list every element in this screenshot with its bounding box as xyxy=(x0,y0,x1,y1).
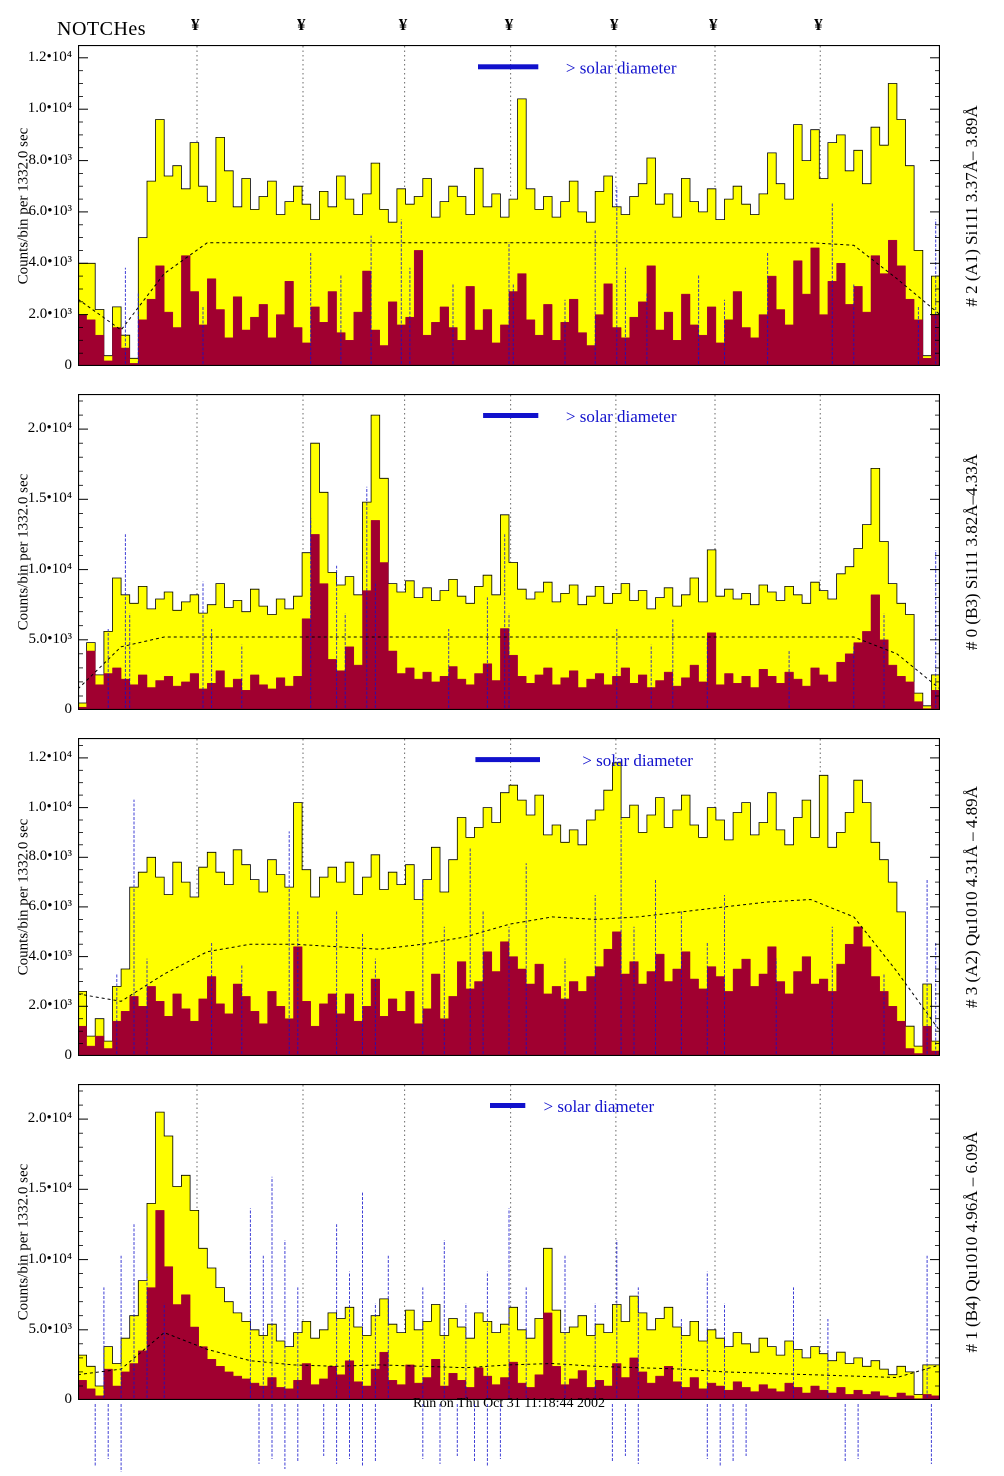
background-counts-histogram xyxy=(78,1210,940,1400)
y-tick-label: 1.2•10⁴ xyxy=(27,748,72,765)
y-tick-label: 4.0•10³ xyxy=(28,254,73,271)
y-tick-label: 2.0•10⁴ xyxy=(27,1110,72,1127)
bottom-annotation-strip xyxy=(94,1404,932,1472)
notch-marker-symbol: ¥ xyxy=(504,15,514,34)
y-tick-label: 1.0•10⁴ xyxy=(27,100,72,117)
y-tick-label: 1.5•10⁴ xyxy=(27,490,72,507)
channel-label-panel-1: # 2 (A1) Si111 3.37Å– 3.89Å xyxy=(962,104,981,307)
y-tick-label: 8.0•10³ xyxy=(28,151,73,168)
notch-marker-symbol: ¥ xyxy=(609,15,619,34)
panel-4-plot: > solar diameter xyxy=(78,1084,940,1400)
y-tick-label: 1.0•10⁴ xyxy=(27,560,72,577)
axis-frame xyxy=(78,738,940,1056)
y-tick-label: 5.0•10³ xyxy=(28,630,73,647)
notch-marker-symbol: ¥ xyxy=(709,15,718,34)
axis-frame xyxy=(78,45,940,366)
y-tick-label: 2.0•10⁴ xyxy=(27,420,72,437)
total-counts-histogram xyxy=(78,414,940,710)
channel-label-panel-3: # 3 (A2) Qu1010 4.31Å – 4.89Å xyxy=(962,786,981,1008)
background-counts-histogram xyxy=(78,520,940,710)
y-tick-label: 8.0•10³ xyxy=(28,848,73,865)
solar-diameter-bar xyxy=(475,757,540,763)
panel-2-plot: > solar diameter xyxy=(78,394,940,710)
solar-diameter-bar xyxy=(483,413,539,418)
y-tick-label: 2.0•10³ xyxy=(28,997,73,1014)
notch-marker-symbol: ¥ xyxy=(814,15,823,34)
trend-dashed-line xyxy=(78,898,940,1032)
y-tick-label: 0 xyxy=(64,1047,73,1063)
notch-marker-symbol: ¥ xyxy=(190,15,200,34)
panel-1-plot: > solar diameter xyxy=(78,45,940,366)
notch-marker-symbol: ¥ xyxy=(398,15,408,34)
solar-diameter-bar xyxy=(478,64,539,70)
y-tick-label: 1.0•10⁴ xyxy=(27,1250,72,1267)
y-tick-label: 4.0•10³ xyxy=(28,947,73,964)
y-tick-label: 0 xyxy=(64,1391,73,1407)
solar-diameter-bar xyxy=(490,1103,526,1108)
notches-title: NOTCHes xyxy=(57,18,147,40)
y-tick-label: 2.0•10³ xyxy=(28,305,73,322)
y-tick-label: 6.0•10³ xyxy=(28,202,73,219)
panel-3-plot: > solar diameter xyxy=(78,738,940,1056)
axis-frame xyxy=(78,1084,940,1400)
run-timestamp: Run on Thu Oct 31 11:18:44 2002 xyxy=(412,1396,606,1411)
solar-diameter-label: > solar diameter xyxy=(566,407,677,426)
notch-marker-symbol: ¥ xyxy=(296,15,306,34)
solar-diameter-label: > solar diameter xyxy=(544,1097,655,1116)
solar-diameter-label: > solar diameter xyxy=(582,751,693,770)
y-tick-label: 1.2•10⁴ xyxy=(27,48,72,65)
solar-diameter-label: > solar diameter xyxy=(566,58,677,77)
y-tick-label: 0 xyxy=(64,701,73,717)
axis-frame xyxy=(78,394,940,710)
channel-label-panel-2: # 0 (B3) Si111 3.82Å–4.33Å xyxy=(962,453,981,651)
y-tick-label: 0 xyxy=(64,357,73,373)
y-tick-label: 1.5•10⁴ xyxy=(27,1180,72,1197)
y-tick-label: 1.0•10⁴ xyxy=(27,798,72,815)
y-tick-label: 6.0•10³ xyxy=(28,897,73,914)
channel-label-panel-4: # 1 (B4) Qu1010 4.96Å – 6.09Å xyxy=(962,1131,981,1353)
y-tick-label: 5.0•10³ xyxy=(28,1320,73,1337)
